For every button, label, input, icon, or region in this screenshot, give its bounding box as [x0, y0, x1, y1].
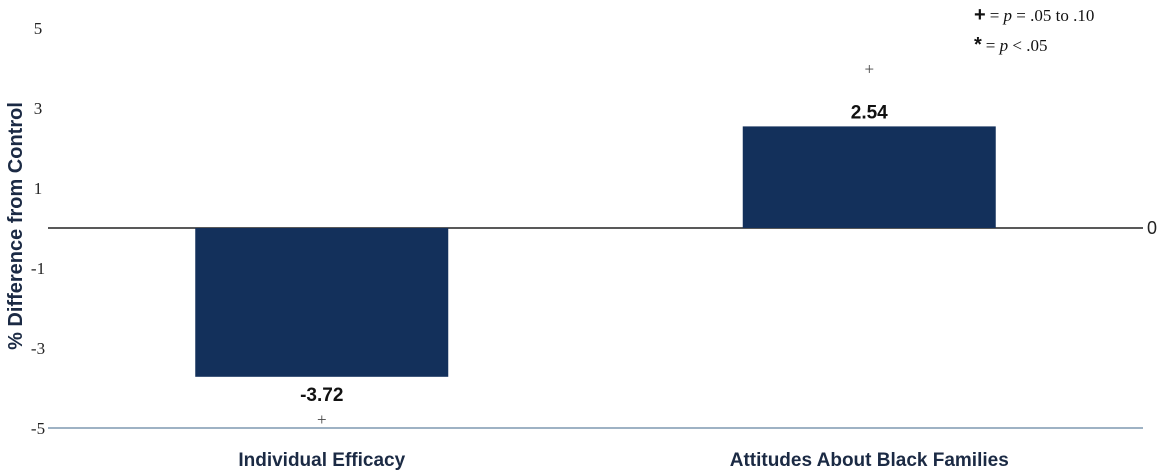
y-tick-label: -3 — [31, 339, 45, 358]
bar — [195, 228, 449, 377]
significance-legend: + = p = .05 to .10 * = p < .05 — [974, 2, 1094, 62]
category-label: Individual Efficacy — [238, 450, 405, 471]
bar — [742, 126, 996, 228]
y-tick-label: 3 — [34, 99, 43, 118]
category-label: Attitudes About Black Families — [730, 450, 1009, 471]
y-tick-label: -5 — [31, 419, 45, 438]
y-tick-label: -1 — [31, 259, 45, 278]
y-tick-label: 1 — [34, 179, 43, 198]
zero-label: 0 — [1147, 218, 1157, 238]
bar-series: -3.72 + Individual Efficacy 2.54 + Attitudes … — [195, 59, 1009, 471]
significance-marker: + — [864, 59, 874, 78]
legend-item-star: * = p < .05 — [974, 34, 1048, 56]
legend-item-plus: + = p = .05 to .10 — [974, 4, 1095, 26]
data-label: -3.72 — [300, 385, 343, 406]
legend-symbol: * — [974, 34, 982, 56]
significance-marker: + — [317, 410, 327, 429]
y-tick-label: 5 — [34, 19, 43, 38]
y-axis-label: % Difference from Control — [5, 102, 27, 350]
y-tick-labels: 5 3 1 -1 -3 -5 — [31, 19, 45, 438]
legend-symbol: + — [974, 4, 986, 26]
data-label: 2.54 — [851, 102, 888, 123]
